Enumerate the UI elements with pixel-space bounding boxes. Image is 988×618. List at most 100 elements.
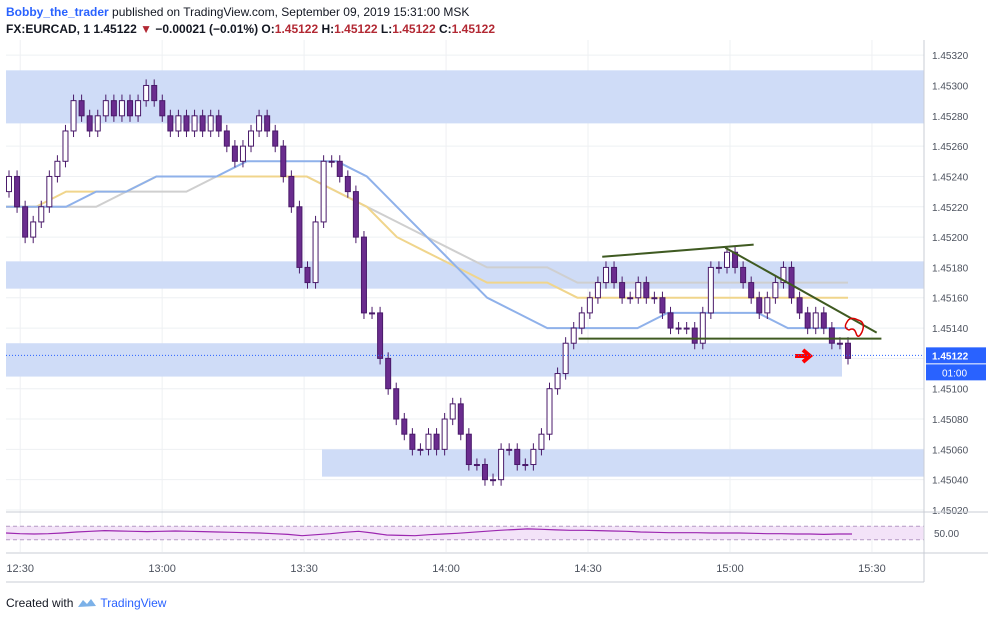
candle-up: [586, 297, 593, 314]
candle-up: [707, 266, 714, 314]
y-tick-label: 1.45080: [932, 415, 969, 426]
candle-up: [764, 297, 771, 314]
countdown-tag: [926, 364, 986, 381]
candle-up: [328, 160, 335, 163]
candle-down: [643, 282, 650, 299]
x-tick-label: 15:30: [858, 563, 886, 575]
candle-down: [159, 100, 166, 117]
red-arrow-icon: [795, 348, 814, 364]
rsi-line: [5, 528, 852, 537]
candle-up: [256, 115, 263, 132]
candle-up: [175, 115, 182, 132]
candle-down: [691, 327, 698, 344]
candle-up: [570, 327, 577, 344]
hand-drawn-marker-icon: [844, 317, 865, 337]
candle-down: [385, 357, 392, 390]
candle-up: [369, 312, 376, 315]
candle-down: [820, 312, 827, 329]
y-tick-label: 1.45320: [932, 51, 969, 62]
candle-down: [667, 312, 674, 329]
candle-down: [409, 433, 416, 450]
candles: [6, 79, 851, 486]
candle-down: [433, 433, 440, 450]
candle-up: [135, 100, 142, 117]
y-tick-label: 1.45280: [932, 112, 969, 123]
candle-up: [836, 342, 843, 345]
y-tick-label: 1.45240: [932, 172, 969, 183]
candle-up: [94, 115, 101, 132]
countdown-label: 01:00: [942, 368, 967, 379]
footer: Created with TradingView: [6, 596, 166, 610]
y-tick-label: 1.45040: [932, 476, 969, 487]
candle-down: [352, 191, 359, 238]
candle-up: [594, 282, 601, 299]
candle-up: [473, 464, 480, 467]
close-value: 1.45122: [451, 22, 496, 36]
candle-up: [675, 327, 682, 330]
candle-up: [417, 448, 424, 451]
candle-down: [110, 100, 117, 117]
price-change: −0.00021 (−0.01%): [155, 22, 259, 36]
candle-up: [239, 145, 246, 162]
candle-down: [344, 175, 351, 193]
candle-down: [845, 342, 851, 359]
x-tick-label: 14:30: [574, 563, 602, 575]
candle-up: [530, 448, 537, 466]
candle-up: [522, 464, 529, 467]
x-tick-label: 12:30: [6, 563, 34, 575]
open-label: O:: [261, 22, 275, 36]
candle-up: [62, 130, 69, 162]
y-tick-label: 1.45060: [932, 445, 969, 456]
high-label: H:: [321, 22, 335, 36]
tradingview-brand[interactable]: TradingView: [100, 596, 167, 610]
candle-up: [812, 312, 819, 329]
candle-up: [627, 297, 634, 300]
candle-down: [756, 297, 763, 314]
candle-up: [715, 266, 722, 269]
candle-down: [280, 145, 287, 177]
candle-down: [393, 388, 400, 420]
candle-up: [54, 160, 61, 177]
candle-down: [748, 282, 755, 299]
ohlc-line: FX:EURCAD, 1 1.45122 ▼ −0.00021 (−0.01%)…: [6, 21, 495, 38]
candle-down: [14, 175, 21, 208]
candle-up: [538, 433, 545, 450]
candle-down: [288, 175, 295, 208]
last-price: 1.45122: [93, 22, 137, 36]
candle-up: [38, 206, 45, 223]
low-label: L:: [380, 22, 393, 36]
published-text: published on TradingView.com, September …: [112, 5, 470, 19]
price-chart[interactable]: 1.45320 1.45300 1.45280 1.45260 1.45240 1.452…: [0, 0, 988, 590]
candle-down: [127, 100, 134, 117]
support-resistance-zone: [6, 70, 924, 124]
candle-up: [554, 373, 561, 390]
zones: [6, 70, 924, 477]
candle-down: [183, 115, 190, 132]
candle-down: [788, 266, 795, 299]
candle-up: [425, 433, 432, 450]
candle-up: [30, 221, 37, 238]
candle-down: [86, 115, 93, 132]
moving-averages: [6, 160, 848, 330]
candle-up: [102, 100, 109, 117]
candle-down: [611, 266, 618, 284]
candle-up: [312, 221, 319, 284]
high-value: 1.45122: [334, 22, 378, 36]
candle-up: [490, 479, 497, 482]
support-resistance-zone: [322, 449, 924, 477]
candle-down: [401, 418, 408, 435]
candle-down: [264, 115, 271, 132]
rsi-pane: [5, 525, 924, 541]
candle-down: [828, 327, 835, 344]
author-name[interactable]: Bobby_the_trader: [6, 5, 109, 19]
candle-down: [796, 297, 803, 314]
candle-down: [457, 403, 464, 435]
candle-up: [143, 84, 150, 102]
candle-up: [651, 297, 658, 300]
close-label: C:: [438, 22, 452, 36]
current-price-label: 1.45122: [932, 351, 969, 362]
y-tick-label: 1.45260: [932, 142, 969, 153]
candle-up: [248, 130, 255, 147]
candle-down: [223, 130, 230, 147]
candle-up: [449, 403, 456, 420]
